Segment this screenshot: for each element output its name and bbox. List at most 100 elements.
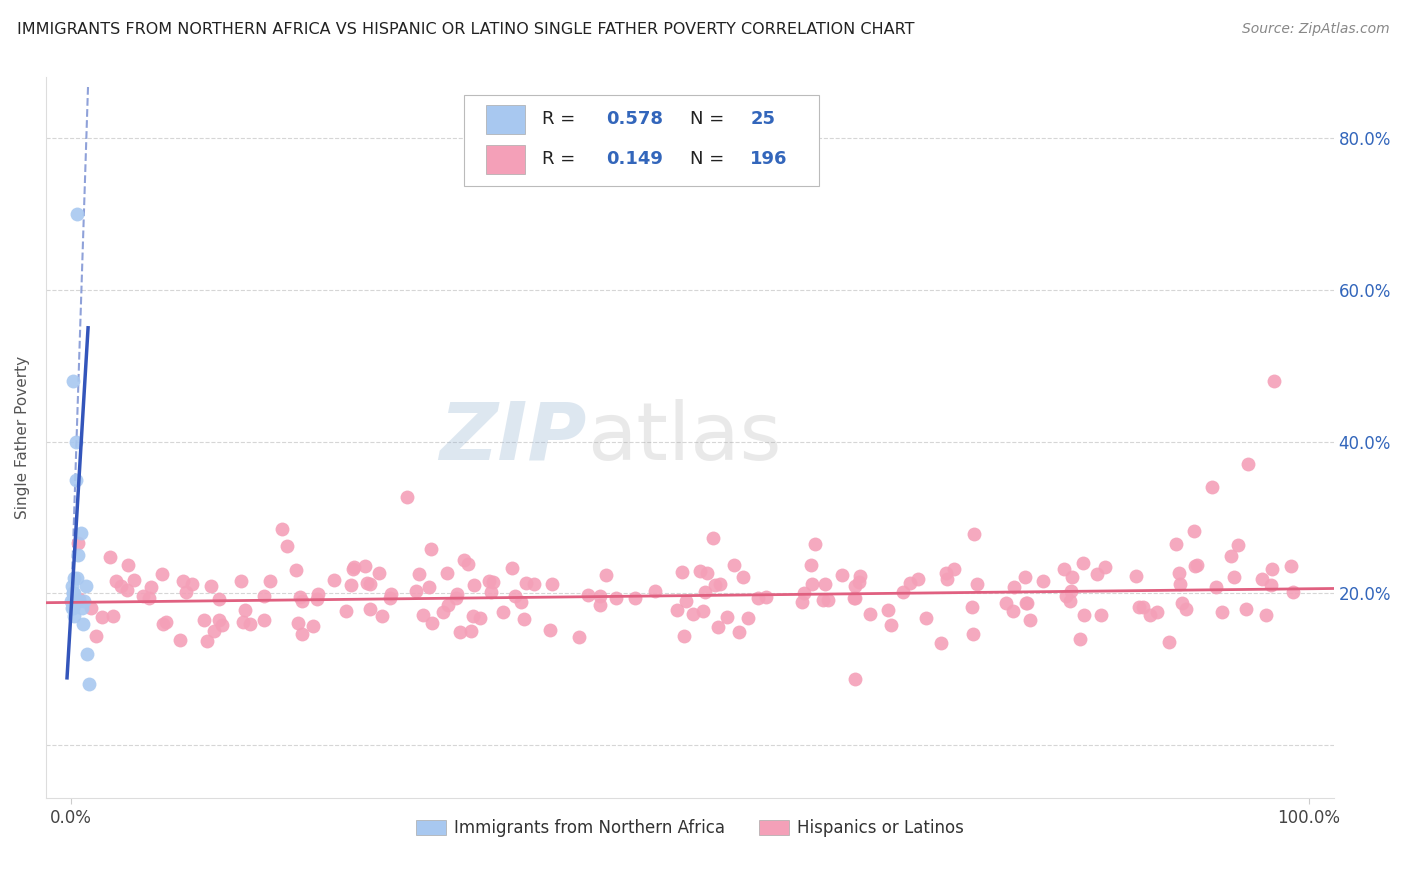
Point (342, 562, 364, 576)
Point (482, 574, 505, 589)
Point (335, 604, 357, 618)
Point (322, 573, 344, 587)
Point (1164, 537, 1187, 551)
Point (880, 618, 903, 632)
Point (1237, 458, 1260, 472)
Point (800, 577, 823, 591)
Point (672, 628, 695, 642)
Y-axis label: Single Father Poverty: Single Father Poverty (15, 356, 30, 519)
Point (418, 581, 440, 595)
Point (515, 576, 537, 591)
Point (66, 207, 89, 221)
Point (460, 624, 482, 639)
Point (253, 613, 276, 627)
Text: Source: ZipAtlas.com: Source: ZipAtlas.com (1241, 22, 1389, 37)
Bar (486, 145, 524, 174)
Point (849, 568, 872, 582)
Point (60, 594, 83, 608)
Point (1201, 480, 1223, 494)
Point (1132, 600, 1154, 615)
Bar (486, 105, 524, 134)
Point (371, 609, 394, 624)
Point (1139, 608, 1161, 623)
Point (665, 603, 688, 617)
Point (463, 578, 485, 592)
Point (800, 558, 823, 572)
Point (936, 572, 959, 586)
Point (412, 607, 434, 622)
Point (73, 594, 96, 608)
Point (1060, 583, 1083, 598)
Point (1001, 604, 1024, 618)
Point (1019, 613, 1042, 627)
Point (174, 585, 197, 599)
Point (1059, 594, 1081, 608)
Point (65, 434, 87, 449)
Point (195, 633, 218, 648)
Point (962, 599, 984, 614)
Point (915, 611, 938, 625)
Point (420, 541, 443, 556)
Point (378, 591, 401, 605)
Point (588, 590, 610, 604)
FancyBboxPatch shape (464, 95, 818, 186)
Point (478, 574, 501, 588)
Point (359, 601, 381, 615)
Point (1256, 607, 1278, 622)
Point (1234, 602, 1257, 616)
Point (232, 615, 254, 629)
Point (270, 522, 292, 536)
Point (1159, 634, 1181, 648)
Point (152, 616, 174, 631)
Point (463, 608, 485, 623)
Point (929, 636, 952, 650)
Point (671, 566, 693, 580)
Point (1015, 596, 1038, 610)
Point (568, 630, 591, 644)
Point (737, 611, 759, 625)
Text: N =: N = (690, 110, 730, 128)
Point (541, 576, 564, 591)
Point (302, 619, 325, 633)
Point (449, 625, 471, 640)
Point (1094, 560, 1116, 574)
Text: 196: 196 (751, 150, 787, 168)
Point (405, 584, 427, 599)
Point (67, 592, 90, 607)
Point (693, 585, 716, 599)
Point (1085, 566, 1108, 581)
Point (422, 615, 444, 630)
Point (202, 624, 225, 639)
Point (576, 588, 599, 602)
Point (60, 601, 83, 615)
Text: N =: N = (690, 150, 730, 168)
Point (962, 626, 984, 640)
Point (91, 609, 114, 624)
Text: R =: R = (541, 110, 581, 128)
Point (470, 611, 492, 625)
Point (1014, 569, 1036, 583)
Point (1168, 577, 1191, 591)
Point (811, 593, 834, 607)
Point (492, 605, 515, 619)
Text: atlas: atlas (586, 399, 782, 477)
Point (1167, 566, 1189, 580)
Point (444, 591, 467, 605)
Point (682, 607, 704, 621)
Point (200, 579, 222, 593)
Point (229, 574, 252, 588)
Point (898, 576, 921, 591)
Point (446, 587, 468, 601)
Point (152, 567, 174, 582)
Point (1223, 570, 1246, 584)
Point (707, 620, 730, 634)
Point (72, 616, 94, 631)
Point (1014, 596, 1036, 610)
Point (110, 579, 132, 593)
Point (63, 586, 86, 600)
Point (291, 627, 314, 641)
Point (696, 566, 718, 580)
Point (1219, 549, 1241, 564)
Point (891, 585, 914, 599)
Point (1281, 585, 1303, 599)
